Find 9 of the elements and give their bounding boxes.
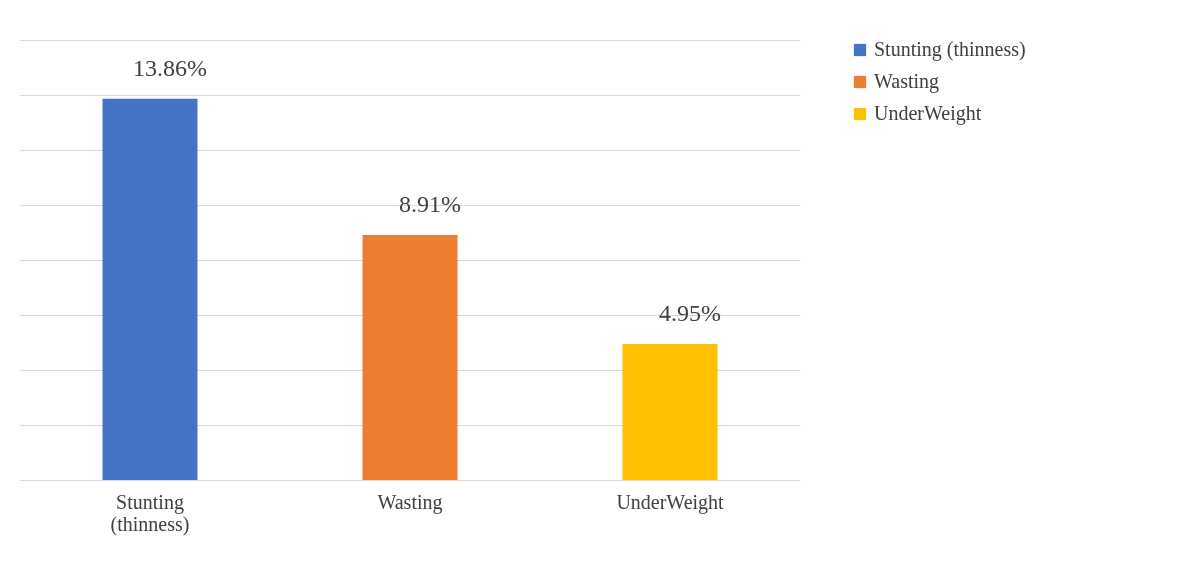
legend-label: Stunting (thinness) <box>874 38 1026 61</box>
data-label: 8.91% <box>399 190 461 217</box>
data-label: 13.86% <box>133 54 207 81</box>
legend-label: Wasting <box>874 70 940 93</box>
x-tick-label: Stunting (thinness) <box>110 490 190 536</box>
legend-label: UnderWeight <box>874 102 982 125</box>
data-label: 4.95% <box>659 299 721 326</box>
x-tick-label: Wasting <box>377 490 443 514</box>
x-tick-label: UnderWeight <box>616 490 725 514</box>
